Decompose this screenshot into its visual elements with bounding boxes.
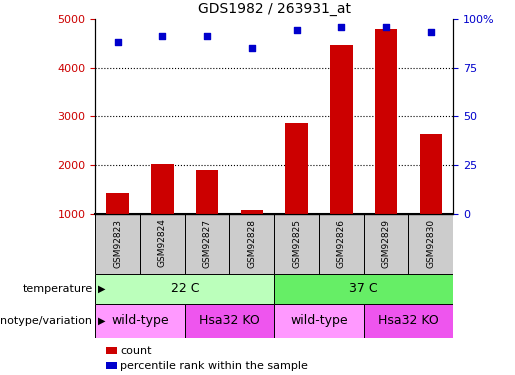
Bar (319, 214, 364, 274)
Bar (375, 30, 397, 214)
Point (113, 39, 122, 45)
Point (203, 33, 211, 39)
Text: temperature: temperature (23, 284, 93, 294)
Bar (285, 123, 308, 214)
Bar (230, 214, 274, 274)
Text: count: count (120, 346, 151, 355)
Bar (241, 210, 263, 214)
Bar (140, 214, 185, 274)
Bar (274, 214, 319, 274)
Bar (330, 45, 353, 214)
Text: GSM92823: GSM92823 (113, 219, 122, 267)
Bar (274, 274, 453, 304)
Text: GSM92827: GSM92827 (202, 219, 212, 267)
Text: GSM92828: GSM92828 (247, 219, 256, 267)
Text: 22 C: 22 C (170, 282, 199, 295)
Text: Hsa32 KO: Hsa32 KO (378, 314, 439, 327)
Bar (151, 164, 174, 214)
Bar (95, 304, 185, 338)
Point (158, 33, 166, 39)
Point (382, 24, 390, 30)
Bar (364, 214, 408, 274)
Bar (95, 274, 274, 304)
Bar (107, 193, 129, 214)
Point (337, 24, 346, 30)
Bar (364, 304, 453, 338)
Bar (196, 170, 218, 214)
Bar (274, 304, 364, 338)
Point (427, 29, 435, 35)
Bar (95, 214, 140, 274)
Point (248, 45, 256, 51)
Bar (408, 214, 453, 274)
Text: Hsa32 KO: Hsa32 KO (199, 314, 260, 327)
Text: GSM92829: GSM92829 (382, 219, 390, 267)
Bar (185, 304, 274, 338)
Text: ▶: ▶ (98, 316, 106, 326)
Text: GSM92824: GSM92824 (158, 219, 167, 267)
Text: GSM92826: GSM92826 (337, 219, 346, 267)
Text: genotype/variation: genotype/variation (0, 316, 93, 326)
Title: GDS1982 / 263931_at: GDS1982 / 263931_at (198, 2, 351, 16)
Bar (185, 214, 230, 274)
Point (293, 27, 301, 33)
Text: 37 C: 37 C (349, 282, 378, 295)
Text: GSM92825: GSM92825 (292, 219, 301, 267)
Text: wild-type: wild-type (111, 314, 169, 327)
Text: GSM92830: GSM92830 (426, 219, 435, 268)
Text: percentile rank within the sample: percentile rank within the sample (120, 361, 308, 370)
Text: ▶: ▶ (98, 284, 106, 294)
Text: wild-type: wild-type (290, 314, 348, 327)
Bar (420, 134, 442, 214)
